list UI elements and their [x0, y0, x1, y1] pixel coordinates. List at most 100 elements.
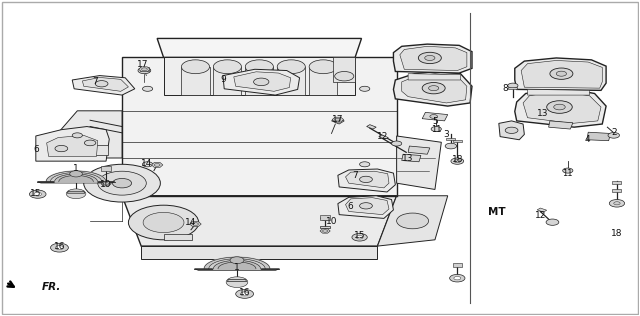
Text: 10: 10	[100, 180, 112, 189]
Polygon shape	[402, 154, 421, 162]
Text: 17: 17	[137, 60, 148, 69]
Polygon shape	[338, 196, 394, 218]
Polygon shape	[408, 74, 461, 80]
Text: 10: 10	[326, 217, 337, 226]
Circle shape	[213, 60, 241, 74]
Polygon shape	[152, 162, 163, 167]
Circle shape	[34, 192, 42, 196]
Text: 13: 13	[536, 109, 548, 118]
Polygon shape	[332, 117, 344, 122]
Polygon shape	[378, 196, 448, 246]
Circle shape	[154, 163, 160, 166]
Circle shape	[226, 277, 248, 288]
Circle shape	[277, 60, 305, 74]
Circle shape	[335, 118, 340, 121]
Circle shape	[253, 78, 269, 86]
Polygon shape	[394, 71, 472, 106]
Text: 15: 15	[30, 189, 42, 198]
Circle shape	[56, 246, 63, 250]
Polygon shape	[508, 87, 516, 89]
Polygon shape	[227, 279, 246, 282]
Polygon shape	[218, 262, 256, 269]
Text: 13: 13	[403, 154, 414, 163]
Circle shape	[609, 199, 625, 207]
Circle shape	[614, 202, 620, 205]
Circle shape	[143, 162, 153, 167]
Circle shape	[335, 71, 354, 81]
Polygon shape	[346, 171, 389, 188]
Circle shape	[309, 60, 337, 74]
Polygon shape	[101, 166, 111, 171]
Polygon shape	[612, 181, 621, 184]
Polygon shape	[515, 89, 606, 127]
Polygon shape	[447, 137, 456, 140]
Circle shape	[430, 115, 438, 118]
Polygon shape	[164, 57, 355, 95]
Text: 2: 2	[611, 128, 616, 137]
Polygon shape	[139, 67, 150, 72]
Polygon shape	[209, 259, 265, 269]
Circle shape	[508, 83, 518, 88]
Polygon shape	[59, 175, 93, 182]
Circle shape	[95, 81, 108, 87]
Circle shape	[129, 205, 198, 240]
Circle shape	[352, 234, 367, 241]
Polygon shape	[499, 121, 524, 140]
Polygon shape	[527, 89, 589, 95]
Polygon shape	[453, 140, 462, 142]
Circle shape	[113, 179, 132, 188]
Polygon shape	[548, 121, 573, 129]
Circle shape	[143, 86, 153, 91]
Polygon shape	[164, 234, 192, 240]
Text: 5: 5	[432, 117, 438, 126]
Circle shape	[70, 171, 83, 177]
Text: 16: 16	[54, 242, 65, 251]
Polygon shape	[54, 174, 97, 182]
Circle shape	[451, 158, 464, 164]
Polygon shape	[189, 222, 201, 227]
Circle shape	[397, 213, 429, 229]
Circle shape	[454, 160, 461, 163]
Circle shape	[360, 162, 370, 167]
Text: 7: 7	[92, 77, 98, 86]
Text: 6: 6	[348, 202, 353, 211]
Polygon shape	[333, 57, 355, 82]
Circle shape	[51, 243, 68, 252]
Polygon shape	[157, 39, 362, 57]
Polygon shape	[72, 76, 135, 95]
Polygon shape	[213, 260, 260, 269]
Polygon shape	[320, 229, 330, 233]
Polygon shape	[523, 93, 601, 123]
Polygon shape	[245, 67, 273, 95]
Circle shape	[505, 127, 518, 133]
Polygon shape	[332, 118, 344, 124]
Circle shape	[143, 212, 184, 233]
Polygon shape	[141, 246, 378, 259]
Polygon shape	[58, 111, 122, 158]
Polygon shape	[277, 67, 305, 95]
Circle shape	[230, 257, 244, 264]
Polygon shape	[37, 182, 115, 183]
Polygon shape	[95, 145, 108, 155]
Circle shape	[236, 289, 253, 298]
Text: 9: 9	[220, 76, 226, 84]
Polygon shape	[47, 135, 98, 156]
Circle shape	[360, 86, 370, 91]
Circle shape	[98, 171, 147, 195]
Polygon shape	[140, 67, 149, 70]
Circle shape	[72, 133, 83, 138]
Circle shape	[241, 292, 249, 296]
Polygon shape	[394, 44, 472, 73]
Polygon shape	[367, 125, 376, 129]
Polygon shape	[402, 74, 467, 103]
Text: 12: 12	[377, 132, 388, 141]
Polygon shape	[309, 67, 337, 95]
Circle shape	[454, 276, 461, 280]
Circle shape	[141, 68, 147, 71]
Polygon shape	[46, 171, 106, 182]
Polygon shape	[338, 169, 396, 192]
Polygon shape	[521, 60, 602, 88]
Text: 18: 18	[452, 155, 463, 164]
Polygon shape	[204, 257, 270, 269]
Circle shape	[431, 126, 442, 131]
